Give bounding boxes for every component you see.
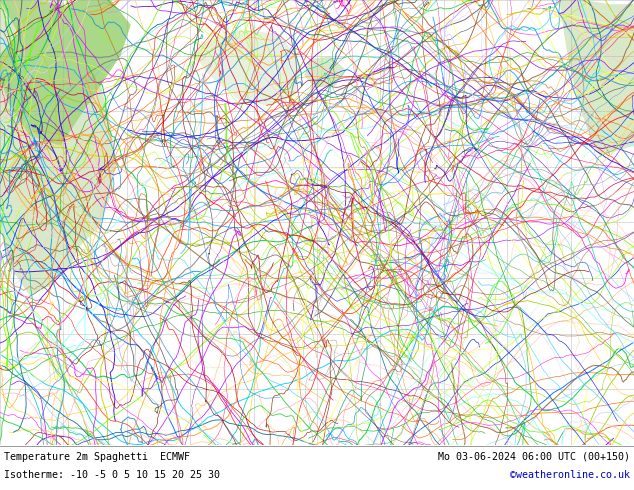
Polygon shape (0, 0, 115, 295)
Polygon shape (0, 0, 100, 85)
Text: Isotherme: -10 -5 0 5 10 15 20 25 30: Isotherme: -10 -5 0 5 10 15 20 25 30 (4, 470, 220, 480)
Polygon shape (305, 57, 345, 87)
Text: Temperature 2m Spaghetti  ECMWF: Temperature 2m Spaghetti ECMWF (4, 452, 190, 462)
Polygon shape (560, 0, 634, 155)
Polygon shape (0, 0, 130, 145)
Text: ©weatheronline.co.uk: ©weatheronline.co.uk (510, 470, 630, 480)
Text: Mo 03-06-2024 06:00 UTC (00+150): Mo 03-06-2024 06:00 UTC (00+150) (438, 452, 630, 462)
Polygon shape (195, 30, 300, 105)
